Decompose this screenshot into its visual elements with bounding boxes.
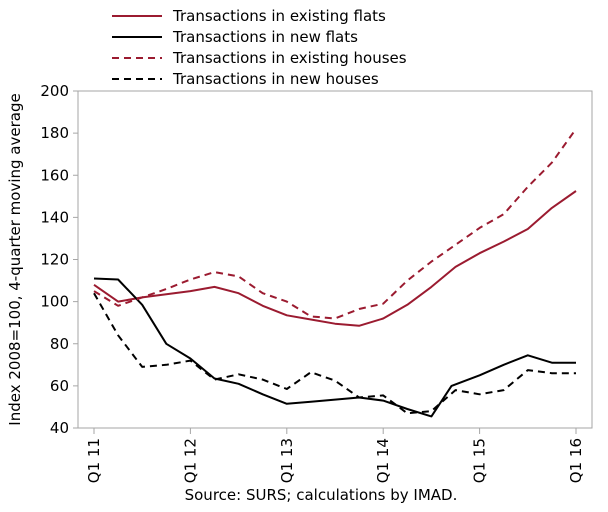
legend-label: Transactions in new houses bbox=[172, 70, 379, 88]
x-tick-label: Q1 13 bbox=[278, 438, 296, 483]
y-tick-label: 140 bbox=[40, 208, 69, 226]
x-tick-label: Q1 16 bbox=[567, 438, 585, 483]
series-line-2 bbox=[93, 277, 576, 418]
plot-area-frame bbox=[77, 90, 593, 429]
series-layer bbox=[93, 128, 577, 418]
y-axis-label: Index 2008=100, 4-quarter moving average bbox=[6, 93, 24, 425]
legend: Transactions in existing flats Transactio… bbox=[112, 7, 407, 88]
series-line-4 bbox=[93, 292, 576, 415]
series-line-1 bbox=[93, 190, 577, 327]
legend-label: Transactions in new flats bbox=[172, 28, 358, 46]
x-tick-label: Q1 15 bbox=[471, 438, 489, 483]
x-tick-label: Q1 11 bbox=[85, 438, 103, 483]
legend-label: Transactions in existing houses bbox=[172, 49, 407, 67]
y-axis-ticks: 40 60 80 100 120 140 160 180 200 bbox=[40, 82, 78, 437]
y-tick-label: 100 bbox=[40, 293, 69, 311]
series-line-3 bbox=[93, 128, 577, 320]
y-tick-label: 160 bbox=[40, 166, 69, 184]
y-tick-label: 120 bbox=[40, 251, 69, 269]
x-tick-label: Q1 14 bbox=[374, 438, 392, 483]
y-tick-label: 180 bbox=[40, 124, 69, 142]
legend-label: Transactions in existing flats bbox=[172, 7, 386, 25]
source-note: Source: SURS; calculations by IMAD. bbox=[185, 486, 458, 504]
y-tick-label: 40 bbox=[50, 419, 69, 437]
x-tick-label: Q1 12 bbox=[181, 438, 199, 483]
y-tick-label: 60 bbox=[50, 377, 69, 395]
y-tick-label: 200 bbox=[40, 82, 69, 100]
x-axis-ticks: Q1 11 Q1 12 Q1 13 Q1 14 Q1 15 Q1 16 bbox=[85, 428, 585, 483]
y-tick-label: 80 bbox=[50, 335, 69, 353]
